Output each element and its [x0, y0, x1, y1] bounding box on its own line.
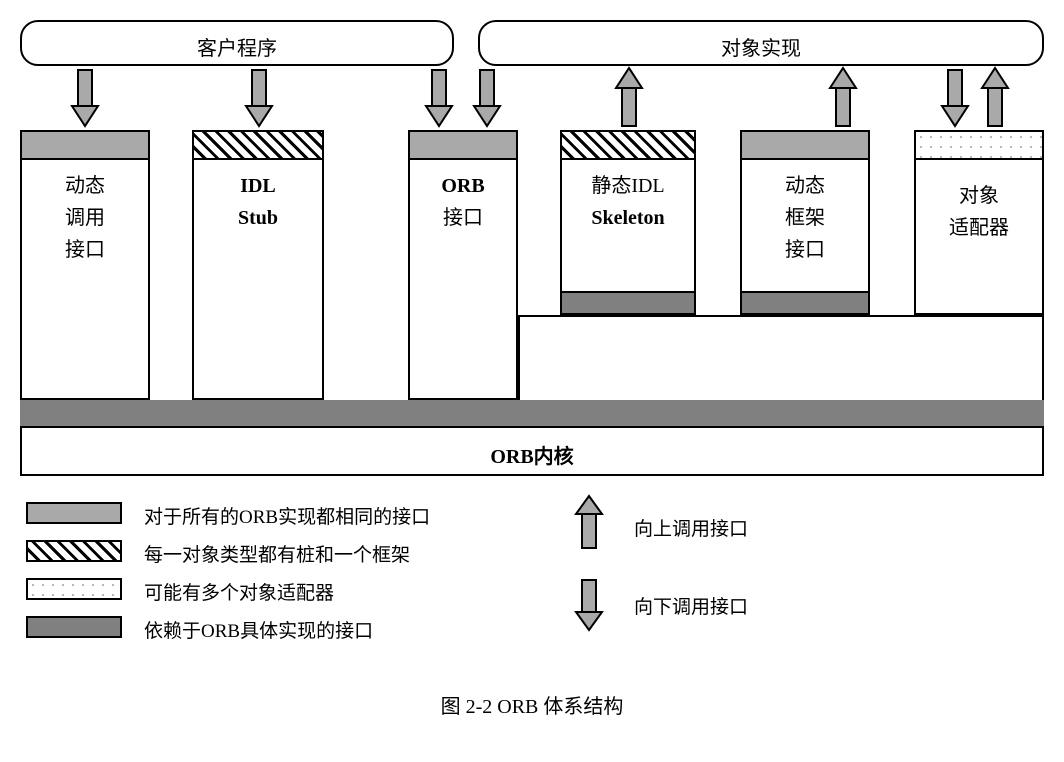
object-impl-label: 对象实现 — [721, 38, 801, 60]
col-static-skel-footer — [562, 291, 694, 313]
figure-caption: 图 2-2 ORB 体系结构 — [20, 690, 1044, 719]
object-impl-box: 对象实现 — [478, 20, 1044, 66]
legend-text-2: 每一对象类型都有桩和一个框架 — [144, 540, 410, 567]
legend-arrow-up — [574, 494, 604, 552]
col-static-skel-header — [562, 132, 694, 160]
arrow-up-dynskel — [828, 66, 858, 130]
col-idl-stub-label: IDL Stub — [194, 170, 322, 234]
legend-text-down: 向下调用接口 — [634, 592, 748, 619]
col-idl-stub: IDL Stub — [192, 130, 324, 400]
col-adapter-header — [916, 132, 1042, 160]
arrow-down-1 — [70, 66, 100, 130]
arrow-up-adapter — [980, 66, 1010, 130]
legend-swatch-2 — [26, 540, 122, 562]
arrow-down-adapter — [940, 66, 970, 130]
legend-text-4: 依赖于ORB具体实现的接口 — [144, 616, 373, 643]
orb-core-label: ORB内核 — [490, 446, 573, 468]
col-adapter-label: 对象 适配器 — [916, 180, 1042, 244]
legend-swatch-3 — [26, 578, 122, 600]
arrow-down-orb — [472, 66, 502, 130]
legend-text-3: 可能有多个对象适配器 — [144, 578, 334, 605]
orb-architecture-diagram: 客户程序 对象实现 动态 调用 — [20, 20, 1044, 742]
legend-arrow-down — [574, 576, 604, 634]
col-dyn-skel: 动态 框架 接口 — [740, 130, 870, 315]
legend-text-1: 对于所有的ORB实现都相同的接口 — [144, 502, 430, 529]
arrow-down-2 — [244, 66, 274, 130]
arrow-down-3 — [424, 66, 454, 130]
col-idl-stub-header — [194, 132, 322, 160]
client-program-label: 客户程序 — [197, 38, 277, 60]
col-adapter: 对象 适配器 — [914, 130, 1044, 315]
col-orb-if-label: ORB 接口 — [410, 170, 516, 234]
core-top-band — [20, 400, 1044, 426]
col-dyn-invoke-label: 动态 调用 接口 — [22, 170, 148, 266]
legend-swatch-1 — [26, 502, 122, 524]
arrow-up-skel — [614, 66, 644, 130]
col-dyn-skel-footer — [742, 291, 868, 313]
client-program-box: 客户程序 — [20, 20, 454, 66]
col-dyn-invoke-header — [22, 132, 148, 160]
col-dyn-invoke: 动态 调用 接口 — [20, 130, 150, 400]
col-static-skel: 静态IDL Skeleton — [560, 130, 696, 315]
col-orb-if: ORB 接口 — [408, 130, 518, 400]
col-static-skel-label: 静态IDL Skeleton — [562, 170, 694, 234]
legend-swatch-4 — [26, 616, 122, 638]
legend-text-up: 向上调用接口 — [634, 514, 748, 541]
col-dyn-skel-label: 动态 框架 接口 — [742, 170, 868, 266]
orb-core-box: ORB内核 — [20, 426, 1044, 476]
col-dyn-skel-header — [742, 132, 868, 160]
col-orb-if-header — [410, 132, 516, 160]
adapter-wrapper — [518, 315, 1044, 400]
